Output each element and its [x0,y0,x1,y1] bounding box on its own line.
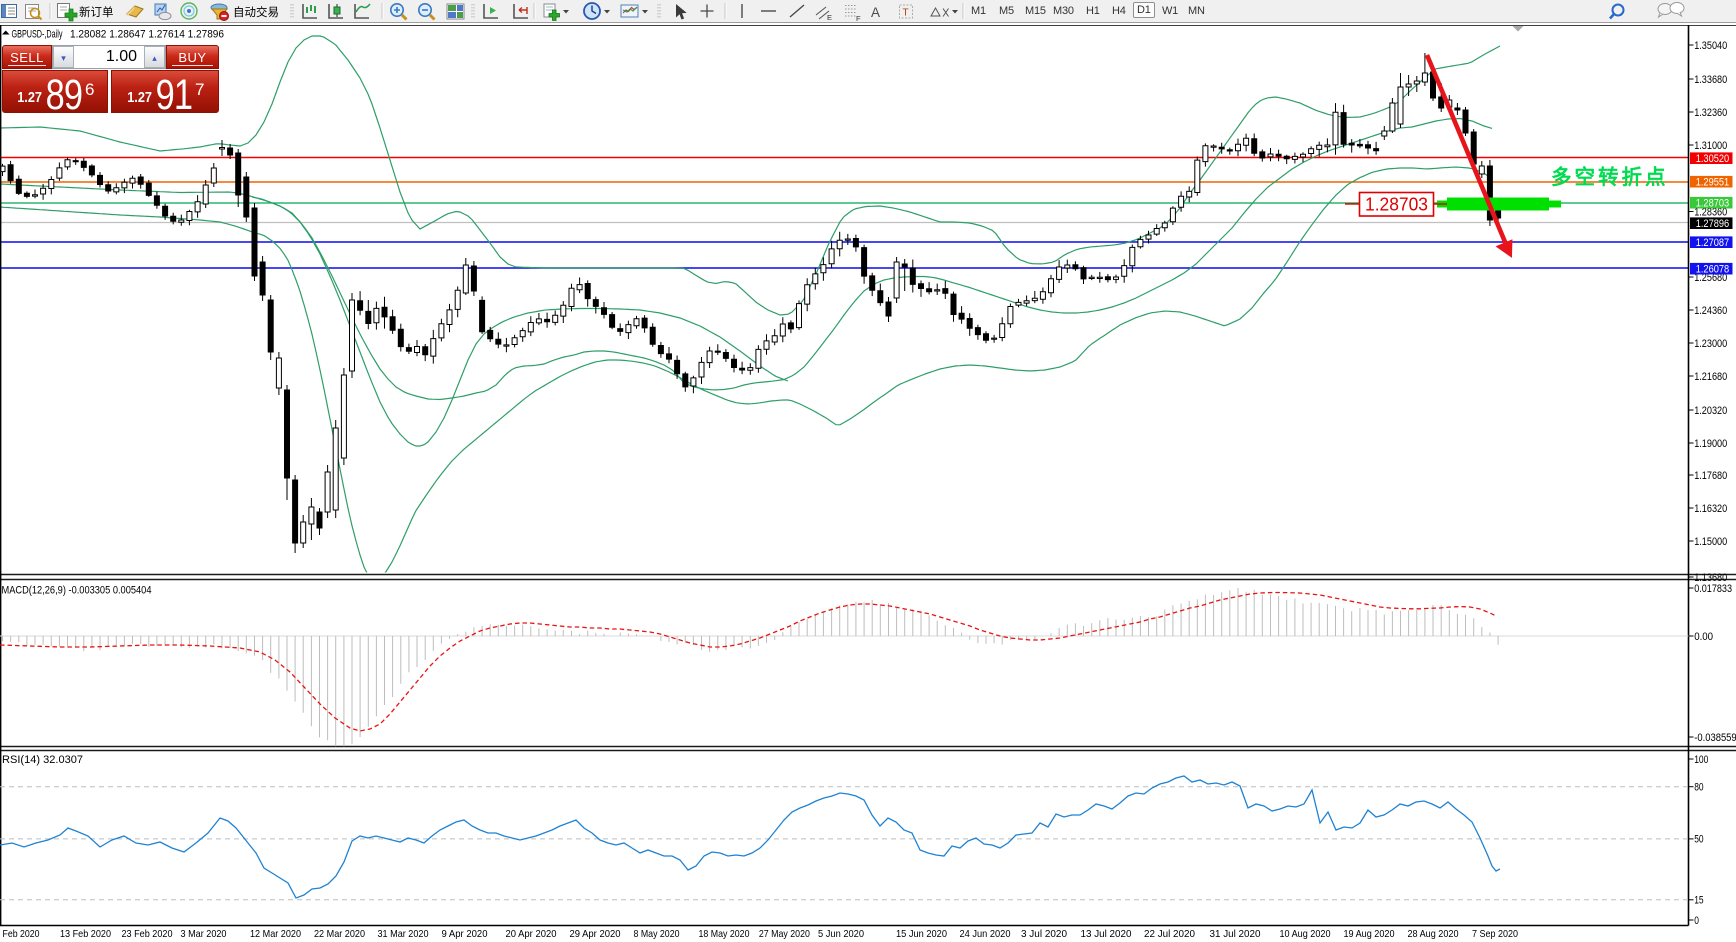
svg-text:1.13680: 1.13680 [1694,572,1727,584]
svg-text:1.23000: 1.23000 [1694,338,1727,350]
svg-text:MACD(12,26,9) -0.003305 0.0054: MACD(12,26,9) -0.003305 0.005404 [2,585,152,597]
svg-text:1.28703: 1.28703 [1696,198,1730,210]
svg-text:13 Feb 2020: 13 Feb 2020 [60,928,111,940]
svg-text:1.35040: 1.35040 [1694,40,1727,52]
svg-text:1.19000: 1.19000 [1694,438,1727,450]
svg-text:1.32360: 1.32360 [1694,107,1727,119]
svg-text:5 Jun 2020: 5 Jun 2020 [818,928,864,940]
svg-text:24 Jun 2020: 24 Jun 2020 [960,928,1011,940]
svg-text:-0.038559: -0.038559 [1694,732,1736,744]
svg-text:1.20320: 1.20320 [1694,405,1727,417]
svg-text:1.21680: 1.21680 [1694,371,1727,383]
svg-text:1.17680: 1.17680 [1694,470,1727,482]
svg-text:15: 15 [1694,895,1703,907]
svg-text:8 May 2020: 8 May 2020 [634,928,680,940]
svg-text:F: F [856,14,861,23]
svg-text:0.00: 0.00 [1694,631,1713,643]
svg-text:31 Mar 2020: 31 Mar 2020 [378,928,429,940]
svg-text:1.16320: 1.16320 [1694,503,1727,515]
svg-text:1.28703: 1.28703 [1365,195,1428,215]
svg-text:1.27896: 1.27896 [1696,218,1730,230]
svg-text:7 Sep 2020: 7 Sep 2020 [1472,928,1518,940]
svg-text:1.30520: 1.30520 [1696,153,1730,165]
svg-text:0.017833: 0.017833 [1694,583,1732,595]
svg-text:50: 50 [1694,834,1703,846]
svg-text:20 Apr 2020: 20 Apr 2020 [506,928,557,940]
svg-text:3 Mar 2020: 3 Mar 2020 [181,928,227,940]
svg-text:10 Aug 2020: 10 Aug 2020 [1280,928,1331,940]
svg-text:1.27087: 1.27087 [1696,237,1730,249]
svg-text:1.31000: 1.31000 [1694,140,1727,152]
svg-text:22 Jul 2020: 22 Jul 2020 [1144,928,1195,940]
svg-text:Feb 2020: Feb 2020 [3,928,40,940]
svg-text:28 Aug 2020: 28 Aug 2020 [1408,928,1459,940]
svg-text:GBPUSD-,Daily: GBPUSD-,Daily [12,28,63,40]
svg-text:0: 0 [1694,915,1699,927]
svg-text:12 Mar 2020: 12 Mar 2020 [250,928,301,940]
svg-text:29 Apr 2020: 29 Apr 2020 [570,928,621,940]
svg-text:100: 100 [1694,754,1708,766]
svg-text:1.28360: 1.28360 [1694,206,1727,218]
svg-text:1.33680: 1.33680 [1694,74,1727,86]
svg-text:80: 80 [1694,782,1703,794]
svg-text:19 Aug 2020: 19 Aug 2020 [1344,928,1395,940]
svg-text:23 Feb 2020: 23 Feb 2020 [122,928,173,940]
svg-text:1.28082 1.28647 1.27614 1.2789: 1.28082 1.28647 1.27614 1.27896 [70,28,224,40]
svg-text:1.26078: 1.26078 [1696,264,1730,276]
svg-text:RSI(14) 32.0307: RSI(14) 32.0307 [2,754,83,766]
svg-text:1.15000: 1.15000 [1694,536,1727,548]
svg-text:31 Jul 2020: 31 Jul 2020 [1210,928,1261,940]
svg-text:A: A [871,5,880,20]
svg-text:27 May 2020: 27 May 2020 [759,928,810,940]
svg-text:9 Apr 2020: 9 Apr 2020 [442,928,488,940]
svg-text:22 Mar 2020: 22 Mar 2020 [314,928,365,940]
svg-text:1.24360: 1.24360 [1694,305,1727,317]
svg-text:3 Jul 2020: 3 Jul 2020 [1021,928,1067,940]
svg-text:T: T [903,8,909,19]
svg-text:13 Jul 2020: 13 Jul 2020 [1081,928,1132,940]
svg-text:18 May 2020: 18 May 2020 [699,928,750,940]
svg-text:1.25680: 1.25680 [1694,272,1727,284]
svg-text:E: E [827,13,832,22]
svg-text:1.29551: 1.29551 [1696,177,1730,189]
svg-text:15 Jun 2020: 15 Jun 2020 [896,928,947,940]
svg-text:多空转折点: 多空转折点 [1551,165,1669,189]
